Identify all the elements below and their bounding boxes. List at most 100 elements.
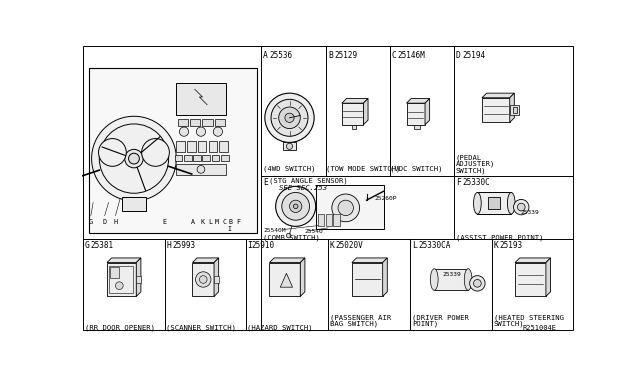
Circle shape: [141, 139, 170, 166]
Text: E: E: [263, 178, 268, 187]
Text: B: B: [229, 219, 233, 225]
Circle shape: [197, 166, 205, 173]
Text: K: K: [493, 241, 499, 250]
Circle shape: [474, 279, 481, 287]
Circle shape: [271, 99, 308, 136]
Text: (STG ANGLE SENSOR): (STG ANGLE SENSOR): [269, 178, 348, 185]
Text: 25536: 25536: [269, 51, 292, 60]
Text: 25993: 25993: [172, 241, 196, 250]
Circle shape: [179, 127, 189, 136]
Text: I: I: [227, 227, 232, 232]
Polygon shape: [482, 93, 515, 98]
Polygon shape: [107, 258, 141, 263]
Text: C: C: [222, 219, 226, 225]
Text: (RR DOOR OPENER): (RR DOOR OPENER): [84, 325, 155, 331]
Text: A: A: [263, 51, 268, 60]
Bar: [513, 107, 516, 113]
Text: (4WD SWITCH): (4WD SWITCH): [263, 166, 316, 172]
Circle shape: [287, 143, 292, 150]
Polygon shape: [352, 263, 383, 296]
Text: K: K: [200, 219, 205, 225]
Polygon shape: [136, 258, 141, 296]
Circle shape: [213, 127, 223, 136]
Bar: [193, 155, 201, 161]
Polygon shape: [383, 258, 387, 296]
Text: M: M: [215, 219, 219, 225]
Bar: [109, 266, 133, 294]
Text: (COMB SWITCH): (COMB SWITCH): [263, 234, 320, 241]
Text: (SCANNER SWITCH): (SCANNER SWITCH): [166, 325, 236, 331]
Bar: [316, 185, 384, 230]
Bar: [284, 142, 296, 150]
Bar: [318, 214, 324, 226]
Circle shape: [196, 272, 211, 287]
Bar: [212, 155, 220, 161]
Bar: [178, 119, 188, 126]
Polygon shape: [364, 99, 368, 125]
Text: SWITCH): SWITCH): [493, 320, 524, 327]
Circle shape: [200, 276, 207, 283]
Circle shape: [517, 203, 525, 211]
Polygon shape: [482, 98, 509, 122]
Text: H: H: [113, 219, 118, 225]
Text: 25339: 25339: [520, 210, 540, 215]
Text: 25260P: 25260P: [374, 196, 397, 201]
Polygon shape: [300, 258, 305, 296]
Circle shape: [513, 199, 529, 215]
Ellipse shape: [508, 192, 515, 214]
Text: H: H: [166, 241, 171, 250]
Circle shape: [99, 124, 168, 193]
Text: 25129: 25129: [334, 51, 357, 60]
Text: ADJUSTER): ADJUSTER): [456, 161, 495, 167]
Polygon shape: [352, 258, 387, 263]
Circle shape: [282, 192, 310, 220]
Text: R251004E: R251004E: [522, 325, 556, 331]
Text: L: L: [412, 241, 417, 250]
Bar: [175, 155, 182, 161]
Circle shape: [196, 127, 205, 136]
Circle shape: [332, 194, 360, 222]
Polygon shape: [193, 263, 214, 296]
Text: 25330C: 25330C: [462, 178, 490, 187]
Bar: [326, 214, 332, 226]
Text: BAG SWITCH): BAG SWITCH): [330, 320, 378, 327]
Bar: [122, 197, 145, 211]
Bar: [352, 125, 356, 129]
Bar: [176, 83, 225, 115]
Polygon shape: [515, 258, 550, 263]
Circle shape: [470, 276, 485, 291]
Polygon shape: [546, 258, 550, 296]
Polygon shape: [214, 258, 219, 296]
Circle shape: [265, 93, 314, 142]
Polygon shape: [280, 273, 292, 287]
Bar: [110, 267, 119, 278]
Text: (PEDAL: (PEDAL: [456, 155, 482, 161]
Text: I: I: [247, 241, 252, 250]
Text: C: C: [391, 51, 396, 60]
Polygon shape: [269, 263, 300, 296]
Text: A: A: [191, 219, 195, 225]
Circle shape: [115, 282, 123, 289]
Text: 25339: 25339: [443, 272, 461, 277]
Text: G: G: [89, 219, 93, 225]
Polygon shape: [342, 99, 368, 103]
Polygon shape: [342, 103, 364, 125]
Text: (DRIVER POWER: (DRIVER POWER: [412, 314, 469, 321]
Text: F: F: [237, 219, 241, 225]
Bar: [509, 106, 519, 115]
Polygon shape: [515, 263, 546, 296]
Polygon shape: [90, 68, 257, 233]
Bar: [136, 276, 141, 283]
Bar: [202, 155, 210, 161]
Polygon shape: [269, 258, 305, 263]
Bar: [176, 164, 225, 175]
Circle shape: [276, 186, 316, 226]
Text: SWITCH): SWITCH): [456, 167, 486, 174]
Text: (ASSIST POWER POINT): (ASSIST POWER POINT): [456, 234, 543, 241]
Text: 25194: 25194: [462, 51, 485, 60]
Bar: [221, 155, 228, 161]
Text: (VDC SWITCH): (VDC SWITCH): [390, 166, 442, 172]
Circle shape: [338, 200, 353, 216]
Circle shape: [99, 139, 126, 166]
Text: D: D: [456, 51, 461, 60]
